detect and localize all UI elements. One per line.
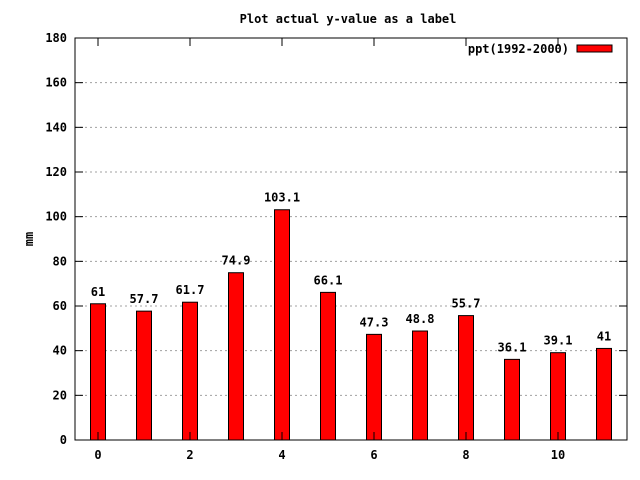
x-tick-label: 8	[462, 448, 469, 462]
grid-lines	[75, 82, 627, 396]
data-label: 39.1	[544, 334, 573, 348]
data-label: 61.7	[176, 283, 205, 297]
y-tick-label: 40	[53, 344, 67, 358]
plot-frame	[74, 37, 628, 441]
data-label: 66.1	[314, 273, 343, 287]
y-tick-label: 20	[53, 388, 67, 402]
x-tick-label: 10	[551, 448, 565, 462]
y-axis-label: mm	[22, 232, 36, 246]
data-label: 55.7	[452, 297, 481, 311]
x-tick-label: 2	[186, 448, 193, 462]
bar	[366, 333, 382, 441]
y-tick-label: 100	[45, 210, 67, 224]
y-tick-label: 180	[45, 31, 67, 45]
data-label: 57.7	[130, 292, 159, 306]
data-label: 103.1	[264, 191, 300, 205]
bars	[90, 209, 612, 441]
y-tick-label: 80	[53, 254, 67, 268]
data-label: 36.1	[498, 340, 527, 354]
bar	[90, 303, 106, 441]
data-label: 47.3	[360, 315, 389, 329]
y-tick-label: 60	[53, 299, 67, 313]
legend-label: ppt(1992-2000)	[468, 42, 569, 56]
y-tick-label: 140	[45, 120, 67, 134]
x-tick-label: 6	[370, 448, 377, 462]
bar	[458, 315, 474, 441]
bar	[504, 358, 520, 441]
axes: 0 20 40 60 80 100 120 140 160 180 0 2 4 6 8 10	[45, 31, 628, 462]
data-label: 61	[91, 285, 105, 299]
bar	[274, 209, 290, 441]
bar	[550, 352, 566, 441]
x-tick-label: 0	[94, 448, 101, 462]
bar	[596, 347, 612, 441]
data-labels: 61 57.7 61.7 74.9 103.1 66.1 47.3 48.8 55.7 36.1 3…	[91, 191, 611, 355]
data-label: 41	[597, 329, 611, 343]
bar	[228, 272, 244, 441]
y-tick-label: 120	[45, 165, 67, 179]
data-label: 74.9	[222, 254, 251, 268]
data-label: 48.8	[406, 312, 435, 326]
x-tick-label: 4	[278, 448, 285, 462]
y-tick-label: 160	[45, 76, 67, 90]
bar	[412, 330, 428, 441]
bar	[320, 291, 336, 441]
y-tick-label: 0	[60, 433, 67, 447]
legend-swatch	[576, 44, 613, 53]
legend: ppt(1992-2000)	[468, 42, 613, 56]
bar	[182, 301, 198, 441]
bar	[136, 310, 152, 441]
chart-title: Plot actual y-value as a label	[240, 12, 457, 26]
